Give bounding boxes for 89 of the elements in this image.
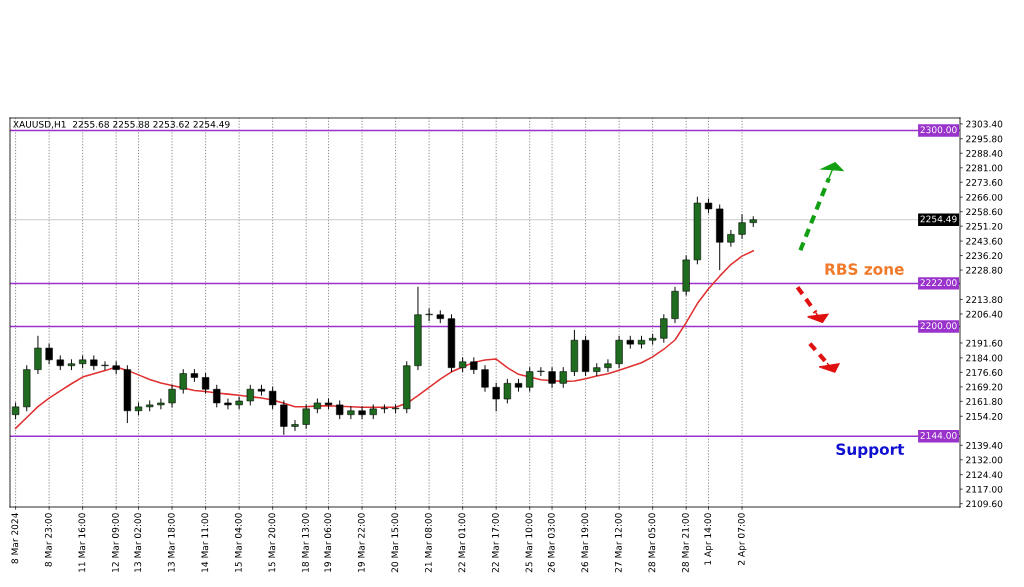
candlestick xyxy=(615,335,623,369)
x-tick-label: 14 Mar 11:00 xyxy=(201,513,209,572)
x-tick-label: 2 Apr 07:00 xyxy=(737,513,747,566)
candlestick xyxy=(738,214,746,239)
y-tick-label: 2124.40 xyxy=(966,471,1003,479)
y-tick-label: 2303.40 xyxy=(966,120,1003,128)
candlestick xyxy=(548,367,556,388)
y-tick-label: 2258.60 xyxy=(966,208,1003,216)
candlestick xyxy=(380,404,389,414)
ref-line-label: 2254.49 xyxy=(920,215,957,223)
candlestick xyxy=(157,398,165,410)
x-tick-label: 8 Mar 23:00 xyxy=(44,513,52,567)
candlestick xyxy=(291,420,299,431)
x-tick-label: 21 Mar 08:00 xyxy=(424,513,432,573)
annotation: Support xyxy=(836,443,905,458)
y-tick-label: 2176.60 xyxy=(966,369,1003,376)
candlestick xyxy=(45,343,53,365)
y-tick-label: 2213.80 xyxy=(966,296,1003,304)
x-tick-label: 8 Mar 2024 xyxy=(11,513,19,564)
y-tick-label: 2117.00 xyxy=(966,485,1003,493)
y-tick-label: 2251.20 xyxy=(966,222,1003,230)
candlestick xyxy=(727,230,735,247)
candlestick xyxy=(280,400,288,435)
x-tick-label: 12 Mar 09:00 xyxy=(111,513,119,572)
candlestick xyxy=(481,365,489,392)
y-tick-label: 2132.00 xyxy=(966,456,1003,464)
candlestick xyxy=(34,335,42,375)
y-tick-label: 2161.80 xyxy=(966,398,1003,405)
annotation: XAUUSD,H1 2255.68 2255.88 2253.62 2254.49 xyxy=(13,120,230,129)
candlestick xyxy=(526,367,534,392)
y-tick-label: 2288.40 xyxy=(966,150,1003,157)
candlestick xyxy=(559,367,567,388)
y-tick-label: 2169.20 xyxy=(966,383,1003,391)
candlestick xyxy=(503,378,511,404)
x-tick-label: 25 Mar 10:00 xyxy=(525,513,533,573)
y-tick-label: 2266.00 xyxy=(966,193,1003,201)
x-tick-label: 22 Mar 17:00 xyxy=(491,513,499,573)
candlestick xyxy=(246,384,254,406)
x-tick-label: 1 Apr 14:00 xyxy=(704,513,713,565)
x-tick-label: 26 Mar 19:00 xyxy=(581,513,589,573)
y-tick-label: 2206.40 xyxy=(966,310,1003,318)
y-tick-label: 2191.60 xyxy=(966,339,1003,347)
x-tick-label: 15 Mar 20:00 xyxy=(268,513,276,572)
candlestick xyxy=(179,369,187,394)
candlestick xyxy=(201,373,210,394)
candlestick xyxy=(358,406,366,420)
y-tick-label: 2236.20 xyxy=(966,252,1003,260)
x-tick-label: 11 Mar 16:00 xyxy=(78,513,86,572)
y-tick-label: 2243.60 xyxy=(966,237,1003,245)
candlestick xyxy=(213,384,221,408)
y-tick-label: 2154.20 xyxy=(966,413,1003,420)
x-tick-label: 28 Mar 05:00 xyxy=(648,513,656,573)
candlestick xyxy=(537,367,545,376)
x-tick-label: 18 Mar 13:00 xyxy=(301,513,309,572)
candlestick xyxy=(391,404,400,414)
ref-line-label: 2222.00 xyxy=(920,279,957,287)
candlestick xyxy=(604,359,612,373)
y-tick-label: 2295.80 xyxy=(966,135,1003,143)
candlestick xyxy=(302,404,310,429)
y-tick-label: 2273.60 xyxy=(966,179,1003,186)
x-tick-label: 13 Mar 18:00 xyxy=(167,513,175,572)
x-tick-label: 20 Mar 15:00 xyxy=(391,513,399,573)
candlestick xyxy=(492,382,500,412)
x-tick-label: 22 Mar 01:00 xyxy=(458,513,466,573)
x-tick-label: 26 Mar 03:00 xyxy=(547,513,555,573)
y-tick-label: 2109.60 xyxy=(966,500,1003,508)
line-series xyxy=(14,250,755,430)
candlestick xyxy=(425,308,433,322)
x-tick-label: 19 Mar 06:00 xyxy=(324,513,332,572)
x-tick-label: 15 Mar 04:00 xyxy=(234,513,242,572)
y-tick-label: 2139.40 xyxy=(966,442,1003,449)
x-tick-label: 28 Mar 21:00 xyxy=(681,513,689,573)
x-tick-label: 19 Mar 22:00 xyxy=(357,513,365,572)
candlestick xyxy=(660,314,668,343)
x-tick-label: 13 Mar 02:00 xyxy=(134,513,142,572)
x-tick-label: 27 Mar 12:00 xyxy=(614,513,622,573)
ref-line-label: 2144.00 xyxy=(920,432,957,439)
annotation: RBS zone xyxy=(825,263,904,275)
candlestick xyxy=(269,386,277,410)
candlestick xyxy=(101,361,109,371)
ref-line-label: 2200.00 xyxy=(920,322,957,330)
candlestick xyxy=(235,396,243,410)
y-tick-label: 2184.00 xyxy=(966,354,1003,362)
ref-line-label: 2300.00 xyxy=(920,126,957,134)
candlestick xyxy=(347,406,355,420)
candlestick xyxy=(224,398,232,410)
y-tick-label: 2228.80 xyxy=(966,266,1003,274)
y-tick-label: 2281.00 xyxy=(966,164,1003,172)
candlestick xyxy=(168,384,176,408)
